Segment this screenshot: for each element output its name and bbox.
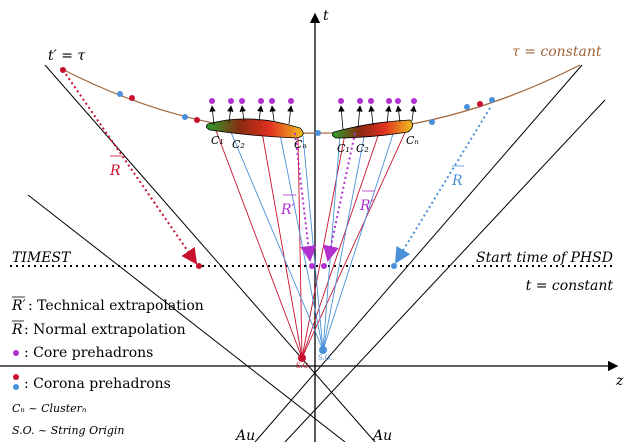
prehadron <box>338 98 344 104</box>
prehadron <box>395 98 401 104</box>
hadron-arrow <box>259 106 261 121</box>
legend-text: : Core prehadrons <box>24 345 153 361</box>
vector-label: R′ <box>280 202 296 218</box>
z-axis-label: z <box>615 373 624 389</box>
nucleus-label: Au <box>234 428 255 442</box>
vector-label: R′ <box>359 198 375 214</box>
hadron-arrow <box>398 106 400 122</box>
vector-label: R <box>451 173 463 189</box>
prehadron <box>357 98 363 104</box>
prehadron <box>315 130 321 136</box>
legend-symbol: R′ <box>11 298 27 314</box>
t-constant-label: t = constant <box>526 278 614 294</box>
hadron-arrow <box>412 106 414 121</box>
prehadron <box>129 95 135 101</box>
legend-text: S.O. ~ String Origin <box>12 424 125 437</box>
legend-text: Cₙ ~ Clusterₙ <box>12 402 86 415</box>
prehadron <box>269 98 275 104</box>
legend-marker <box>13 350 19 356</box>
cluster-label: C₂ <box>356 142 369 155</box>
legend-text: : Technical extrapolation <box>28 298 204 314</box>
prehadron <box>411 98 417 104</box>
prehadron <box>209 98 215 104</box>
curve-label: τ = constant <box>512 44 602 60</box>
nucleus-label: Au <box>371 428 392 442</box>
prehadron <box>386 98 392 104</box>
prehadron <box>464 104 470 110</box>
prehadron <box>368 98 374 104</box>
prehadron <box>182 114 188 120</box>
string-origin: S.O. <box>296 362 310 370</box>
legend-symbol: R <box>11 322 23 338</box>
string-origin: S.O. <box>318 354 332 362</box>
prehadron <box>258 98 264 104</box>
curve-label: t′ = τ <box>48 48 85 64</box>
phsd-label: Start time of PHSD <box>476 250 613 266</box>
prehadron <box>477 101 483 107</box>
vector-arrows <box>12 156 464 321</box>
timest-label: TIMEST <box>12 250 72 266</box>
hadron-arrow <box>358 106 360 128</box>
prehadron <box>489 97 495 103</box>
hadron-arrow <box>212 106 214 125</box>
hadron-arrow <box>272 106 274 121</box>
hadron-arrow <box>289 106 291 124</box>
extrapolations <box>63 70 490 263</box>
cluster-label: Cₙ <box>294 138 307 151</box>
hadron-arrow <box>387 106 389 123</box>
prehadron <box>429 119 435 125</box>
vector-label: R <box>109 163 121 179</box>
legend-marker <box>13 374 19 380</box>
prehadron <box>194 117 200 123</box>
cluster-label: C₂ <box>232 138 245 151</box>
cluster-label: C₁ <box>337 142 350 155</box>
t-axis-label: t <box>323 8 329 24</box>
legend-marker <box>13 384 19 390</box>
prehadron <box>288 98 294 104</box>
hadron-arrow <box>371 106 373 125</box>
cluster-label: C₁ <box>211 134 224 147</box>
prehadron <box>228 98 234 104</box>
clusters <box>206 119 412 138</box>
tau-curve <box>60 65 580 133</box>
prehadron <box>239 98 245 104</box>
legend: R′ : Technical extrapolation R : Normal … <box>11 298 204 437</box>
legend-text: : Corona prehadrons <box>24 376 171 392</box>
legend-text: : Normal extrapolation <box>24 322 186 338</box>
cluster-label: Cₙ <box>406 134 419 147</box>
diagram: t z t′ = τ τ = constant TIMEST Start tim… <box>0 0 629 442</box>
prehadron <box>117 91 123 97</box>
hadron-arrow <box>341 106 343 130</box>
